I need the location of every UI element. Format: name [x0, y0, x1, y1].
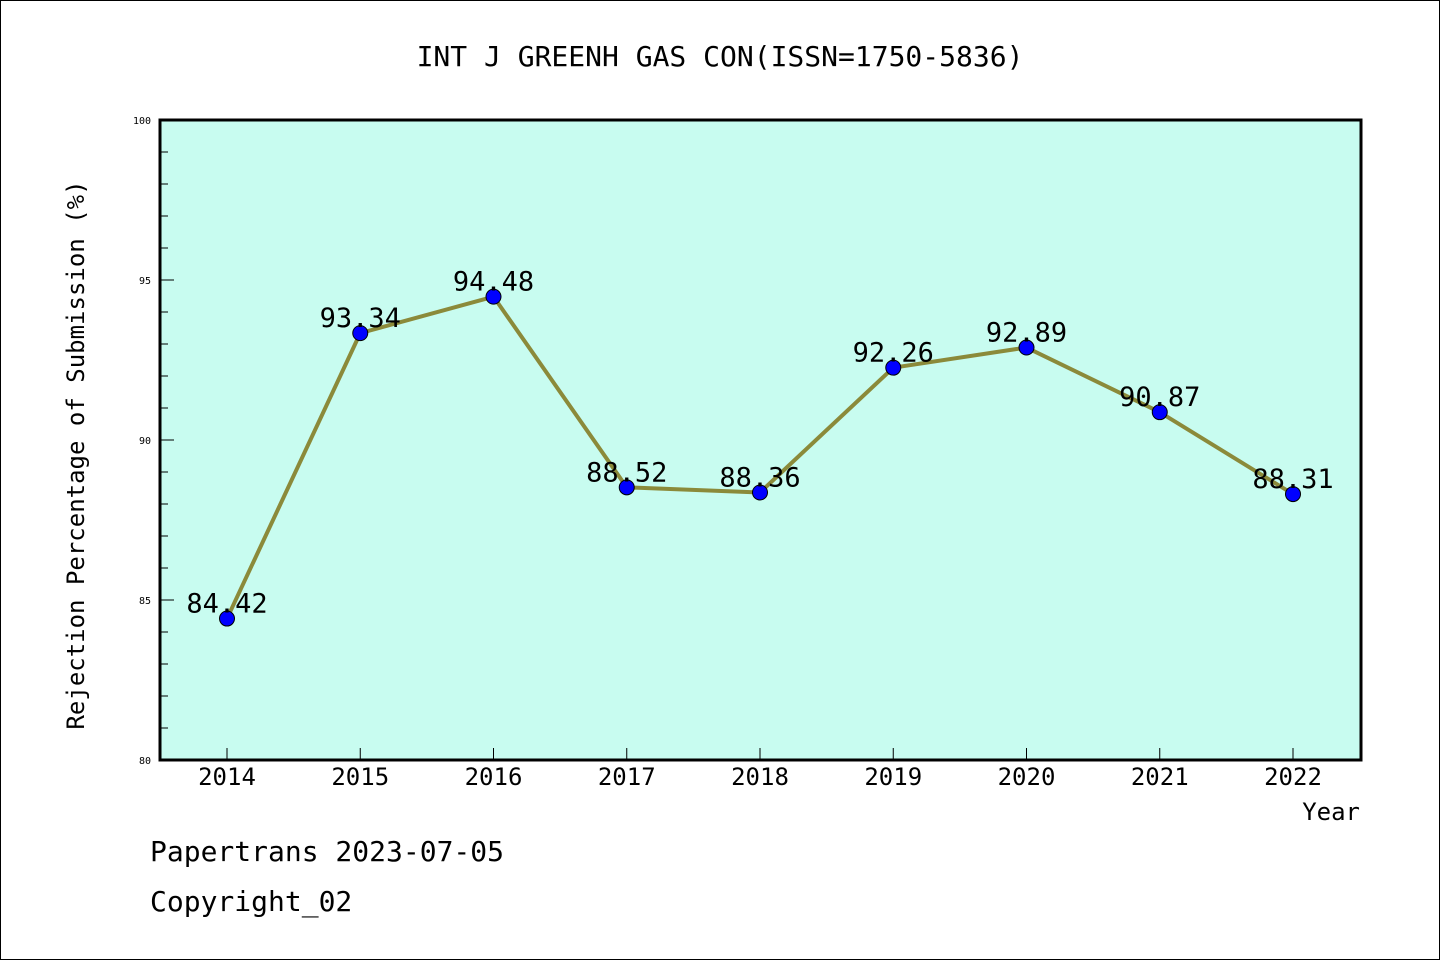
y-tick-label: 85	[139, 596, 151, 607]
chart-title: INT J GREENH GAS CON(ISSN=1750-5836)	[417, 40, 1024, 73]
x-tick-label: 2014	[198, 763, 256, 791]
data-point	[352, 325, 369, 342]
x-tick-label: 2017	[598, 763, 656, 791]
data-point	[1151, 404, 1168, 421]
data-label: 94.48	[453, 267, 534, 298]
x-tick-label: 2021	[1131, 763, 1189, 791]
data-label: 92.89	[986, 318, 1067, 349]
y-tick-label: 90	[139, 436, 151, 447]
data-label: 88.52	[586, 457, 667, 488]
data-label: 88.31	[1252, 464, 1333, 495]
x-tick-label: 2022	[1264, 763, 1322, 791]
data-labels: 84.42 93.34 94.48 88.52 88.36 92.26 92.89 90.87…	[186, 267, 1333, 620]
data-label: 93.34	[320, 303, 401, 334]
x-axis-label: Year	[1302, 798, 1360, 826]
y-tick-label: 80	[139, 756, 151, 767]
data-point	[885, 359, 902, 376]
data-label: 92.26	[853, 338, 934, 369]
footer-copyright-text: Copyright_02	[150, 885, 353, 918]
x-axis-ticks: 2014 2015 2016 2017 2018 2019 2020 2021 2022	[198, 748, 1322, 791]
data-point	[1018, 339, 1035, 356]
plot-border	[158, 118, 1363, 762]
data-point	[1285, 486, 1301, 503]
y-tick-label: 95	[139, 276, 151, 287]
y-tick-label: 100	[133, 116, 151, 127]
x-tick-label: 2020	[998, 763, 1056, 791]
data-point	[752, 484, 768, 501]
footer-date-text: Papertrans 2023-07-05	[150, 835, 505, 868]
data-point	[485, 288, 502, 305]
x-tick-label: 2018	[731, 763, 789, 791]
x-tick-label: 2015	[331, 763, 389, 791]
data-label: 88.36	[719, 462, 800, 493]
plot-area	[160, 120, 1361, 760]
x-tick-label: 2019	[864, 763, 922, 791]
data-point	[219, 610, 235, 627]
x-tick-label: 2016	[465, 763, 523, 791]
data-markers	[219, 288, 1301, 627]
data-label: 90.87	[1119, 382, 1200, 413]
y-axis-label: Rejection Percentage of Submission (%)	[62, 180, 90, 729]
data-point	[618, 479, 635, 496]
data-label: 84.42	[186, 589, 267, 620]
